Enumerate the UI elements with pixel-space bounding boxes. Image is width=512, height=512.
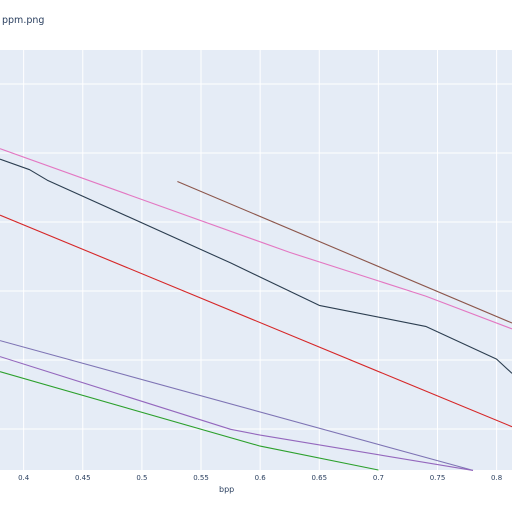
x-tick-label: 0.75 <box>430 474 446 482</box>
x-tick-label: 0.6 <box>255 474 267 482</box>
x-tick-label: 0.4 <box>18 474 30 482</box>
series-line-1 <box>0 158 512 374</box>
series-line-6 <box>0 356 474 471</box>
x-tick-label: 0.7 <box>373 474 384 482</box>
series-line-2 <box>0 148 512 330</box>
series-line-5 <box>0 340 474 471</box>
x-tick-label: 0.55 <box>193 474 209 482</box>
x-axis-label: bpp <box>219 485 235 494</box>
series-line-4 <box>0 214 512 428</box>
x-tick-label: 0.8 <box>491 474 502 482</box>
x-tick-label: 0.65 <box>311 474 327 482</box>
chart-title: ppm.png <box>2 15 45 26</box>
x-tick-labels: 0.4 0.45 0.5 0.55 0.6 0.65 0.7 0.75 0.8 <box>18 474 502 482</box>
series-line-7 <box>0 371 379 471</box>
plot-area <box>0 50 512 470</box>
gridlines <box>0 50 512 470</box>
series-group <box>0 148 512 471</box>
x-tick-label: 0.5 <box>136 474 147 482</box>
x-tick-label: 0.45 <box>75 474 91 482</box>
series-line-3 <box>177 180 512 324</box>
